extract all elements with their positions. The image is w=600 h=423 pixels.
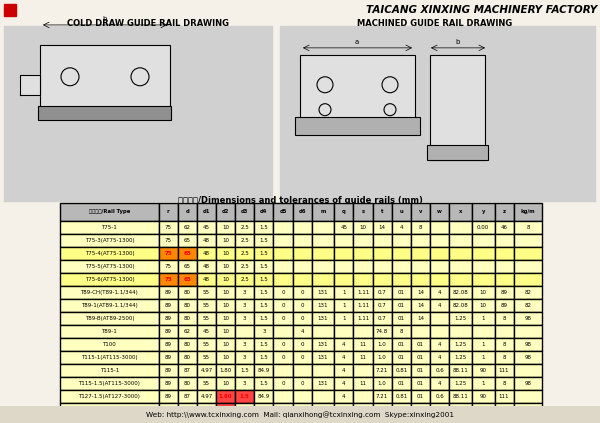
Text: MACHINED GUIDE RAIL DRAWING: MACHINED GUIDE RAIL DRAWING (358, 19, 512, 28)
Bar (4, 26, 272, 201)
Bar (300, 55, 415, 120)
Bar (38, 106, 171, 120)
Text: 規格型号/Dimensions and tolerances of guide rails (mm): 規格型号/Dimensions and tolerances of guide … (178, 196, 422, 206)
Text: b: b (456, 39, 460, 45)
Text: b: b (103, 16, 107, 22)
Bar (295, 117, 420, 135)
Text: COLD DRAW GUIDE RAIL DRAWING: COLD DRAW GUIDE RAIL DRAWING (67, 19, 229, 28)
Bar (280, 26, 595, 201)
Bar (430, 55, 485, 159)
Text: a: a (355, 39, 359, 45)
Polygon shape (20, 75, 40, 95)
Text: TAICANG XINXING MACHINERY FACTORY: TAICANG XINXING MACHINERY FACTORY (366, 5, 597, 15)
Bar (4, 4, 16, 16)
Bar (427, 145, 488, 159)
Text: Web: http:\\www.tcxinxing.com  Mail: qianxihong@tcxinxing.com  Skype:xinxing2001: Web: http:\\www.tcxinxing.com Mail: qian… (146, 411, 454, 418)
Bar (40, 45, 170, 110)
